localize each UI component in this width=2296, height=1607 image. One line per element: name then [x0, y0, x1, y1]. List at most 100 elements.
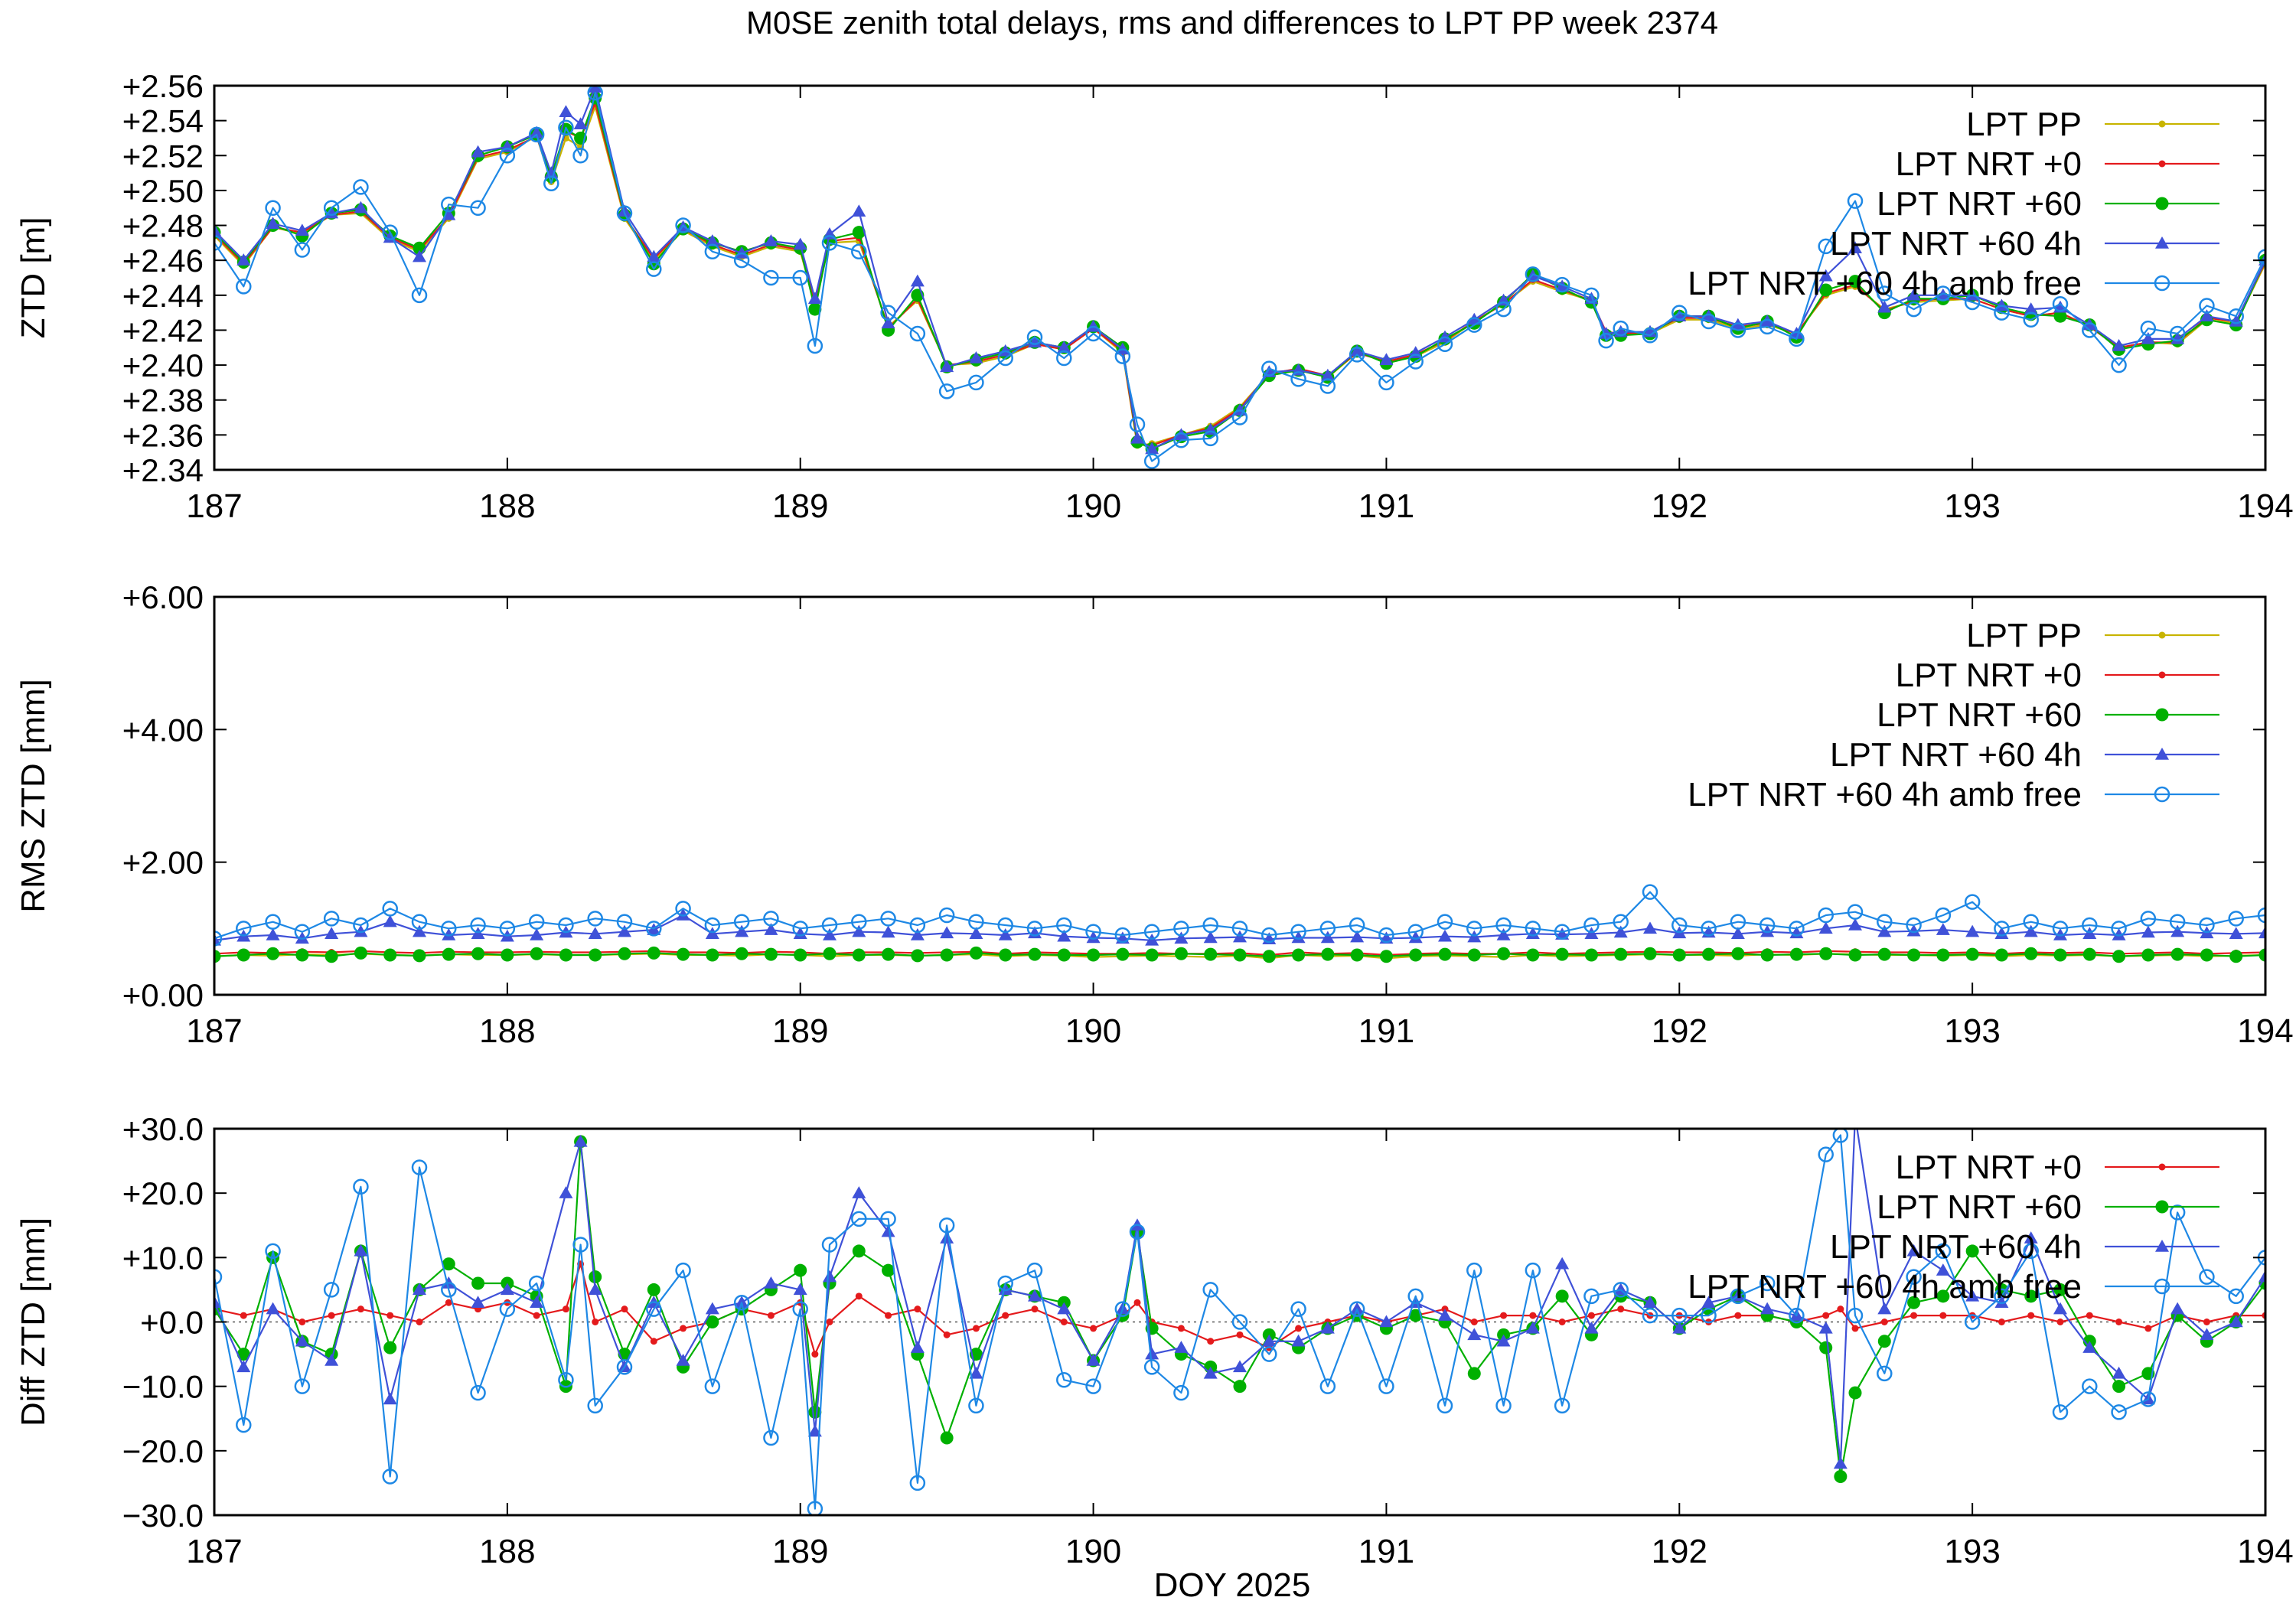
diff-point-lpt-nrt-60-4h-amb-free	[265, 1243, 281, 1260]
diff-point-lpt-nrt-60-4h	[1525, 1321, 1540, 1334]
diff-point-lpt-nrt-0	[1470, 1319, 1478, 1325]
ztd-y-tick-label: +2.52	[122, 138, 204, 174]
ztd-point-lpt-nrt-60-4h-amb-free	[1671, 305, 1688, 321]
rms-y-tick-label: +0.00	[122, 977, 204, 1013]
ztd-point-lpt-nrt-60-4h-amb-free	[851, 243, 867, 260]
rms-point-lpt-nrt-60-4h-amb-free	[265, 914, 281, 930]
rms-point-lpt-nrt-60-4h	[1555, 927, 1570, 940]
ztd-point-lpt-nrt-60-4h	[1350, 344, 1365, 357]
diff-point-lpt-nrt-60	[808, 1405, 822, 1419]
rms-point-lpt-nrt-60-4h	[325, 927, 339, 940]
diff-point-lpt-nrt-60-4h-amb-free	[1832, 1129, 1849, 1143]
diff-y-tick-label: +30.0	[122, 1111, 204, 1147]
rms-point-lpt-nrt-60	[1584, 948, 1598, 962]
ztd-point-lpt-nrt-60-4h-amb-free	[323, 200, 340, 216]
ztd-point-lpt-nrt-60-4h	[295, 223, 309, 236]
rms-point-lpt-nrt-60	[589, 948, 602, 962]
diff-point-lpt-nrt-0	[943, 1331, 951, 1338]
ztd-series-lpt-nrt-60-4h-amb-free	[214, 86, 2265, 469]
rms-point-lpt-nrt-60	[1057, 948, 1071, 962]
rms-point-lpt-nrt-60	[1174, 947, 1188, 960]
rms-point-lpt-nrt-60-4h	[354, 924, 368, 937]
ztd-point-lpt-nrt-60-4h	[2141, 331, 2155, 344]
diff-point-lpt-nrt-0	[1822, 1312, 1830, 1319]
rms-point-lpt-nrt-60-4h	[793, 927, 807, 940]
diff-point-lpt-nrt-60-4h	[471, 1296, 485, 1308]
ztd-point-lpt-nrt-60-4h	[1818, 269, 1833, 282]
diff-point-lpt-nrt-60-4h-amb-free	[1261, 1346, 1277, 1362]
rms-point-lpt-nrt-60-4h-amb-free	[909, 917, 926, 934]
rms-point-lpt-nrt-60	[647, 946, 660, 960]
rms-point-lpt-nrt-60-4h-amb-free	[1231, 921, 1248, 937]
rms-point-lpt-nrt-60	[442, 947, 455, 961]
diff-point-lpt-nrt-60-4h	[1233, 1360, 1247, 1373]
diff-panel: 187 188 189 190 191 192 193 194 −30.0 −20.0 −10.0 +…	[15, 1111, 2294, 1570]
ztd-point-lpt-nrt-60-4h-amb-free	[1525, 266, 1541, 282]
diff-point-lpt-nrt-60-4h-amb-free	[763, 1429, 779, 1446]
rms-point-lpt-nrt-60-4h	[1877, 924, 1892, 937]
ztd-y-tick-label: +2.42	[122, 312, 204, 348]
rms-point-lpt-nrt-60-4h-amb-free	[528, 914, 545, 930]
diff-point-lpt-nrt-60	[1965, 1244, 1979, 1258]
ztd-point-lpt-nrt-60-4h-amb-free	[763, 269, 779, 286]
rms-point-lpt-nrt-60	[1321, 947, 1335, 961]
diff-point-lpt-nrt-0	[1133, 1299, 1141, 1306]
ztd-point-lpt-nrt-60-4h-amb-free	[1642, 328, 1658, 344]
diff-point-lpt-nrt-60	[852, 1244, 866, 1258]
diff-point-lpt-nrt-60-4h-amb-free	[851, 1211, 867, 1227]
diff-point-lpt-nrt-60-4h-amb-free	[1407, 1288, 1424, 1305]
rms-point-lpt-nrt-60-4h	[1525, 927, 1540, 940]
ztd-y-tick-label: +2.36	[122, 417, 204, 453]
ztd-y-tick-label: +2.46	[122, 243, 204, 279]
ztd-point-lpt-nrt-60-4h-amb-free	[1583, 287, 1600, 304]
rms-point-lpt-nrt-60-4h	[1174, 931, 1189, 944]
rms-point-lpt-nrt-60-4h-amb-free	[1378, 927, 1394, 944]
rms-point-lpt-nrt-60	[1848, 948, 1862, 962]
diff-point-lpt-nrt-60-4h-amb-free	[1701, 1307, 1717, 1324]
rms-point-lpt-nrt-60-4h-amb-free	[499, 921, 516, 937]
diff-plot-area	[214, 1129, 2265, 1515]
diff-point-lpt-nrt-60-4h-amb-free	[1877, 1365, 1893, 1382]
rms-point-lpt-nrt-60-4h-amb-free	[1613, 914, 1629, 930]
rms-point-lpt-nrt-60-4h-amb-free	[2111, 921, 2127, 937]
diff-point-lpt-nrt-60-4h-amb-free	[792, 1301, 808, 1317]
ztd-x-tick-label: 189	[772, 487, 828, 525]
diff-point-lpt-nrt-60-4h	[1584, 1321, 1599, 1334]
ztd-point-lpt-nrt-60-4h	[998, 344, 1013, 357]
diff-point-lpt-nrt-60-4h	[676, 1354, 690, 1366]
rms-point-lpt-nrt-60-4h	[1936, 923, 1950, 935]
ztd-point-lpt-nrt-60-4h-amb-free	[1906, 301, 1922, 318]
ztd-point-lpt-nrt-60-4h	[940, 360, 954, 373]
rms-legend-label: LPT NRT +0	[1896, 657, 2082, 694]
rms-point-lpt-nrt-60	[2229, 950, 2243, 963]
ztd-legend-label: LPT NRT +60 4h	[1830, 225, 2082, 262]
diff-point-lpt-nrt-0	[2144, 1325, 2152, 1332]
ztd-point-lpt-nrt-60-4h	[1379, 353, 1394, 365]
diff-point-lpt-nrt-60-4h-amb-free	[236, 1416, 252, 1433]
diff-point-lpt-nrt-60-4h	[1145, 1347, 1159, 1360]
diff-point-lpt-nrt-60-4h-amb-free	[1085, 1378, 1101, 1394]
ztd-y-tick-label: +2.34	[122, 452, 204, 488]
rms-plot-area	[214, 884, 2265, 963]
diff-point-lpt-nrt-60-4h-amb-free	[441, 1282, 457, 1298]
diff-y-axis-label: Diff ZTD [mm]	[15, 1217, 52, 1426]
rms-point-lpt-nrt-60-4h-amb-free	[2169, 914, 2186, 930]
ztd-y-tick-label: +2.54	[122, 103, 204, 139]
rms-point-lpt-nrt-60-4h-amb-free	[792, 921, 808, 937]
ztd-legend-marker	[2155, 236, 2169, 249]
ztd-point-lpt-nrt-60-4h-amb-free	[1701, 313, 1717, 330]
diff-legend-marker	[2158, 1163, 2166, 1171]
diff-point-lpt-nrt-60-4h-amb-free	[1847, 1307, 1864, 1324]
ztd-point-lpt-nrt-60-4h-amb-free	[411, 287, 428, 304]
diff-point-lpt-nrt-60	[589, 1270, 602, 1284]
rms-point-lpt-nrt-60-4h-amb-free	[1671, 917, 1688, 934]
rms-panel: 187 188 189 190 191 192 193 194 +0.00 +2.00 +4.00 +…	[15, 579, 2294, 1050]
rms-point-lpt-nrt-60-4h-amb-free	[880, 911, 896, 927]
diff-legend-label: LPT NRT +60 4h amb free	[1688, 1268, 2082, 1305]
rms-point-lpt-nrt-60-4h-amb-free	[675, 901, 691, 917]
rms-point-lpt-nrt-60-4h-amb-free	[382, 901, 398, 917]
rms-point-lpt-nrt-60-4h-amb-free	[2199, 917, 2215, 934]
diff-point-lpt-nrt-60-4h	[1833, 1456, 1848, 1469]
ztd-point-lpt-nrt-60-4h	[413, 249, 426, 262]
